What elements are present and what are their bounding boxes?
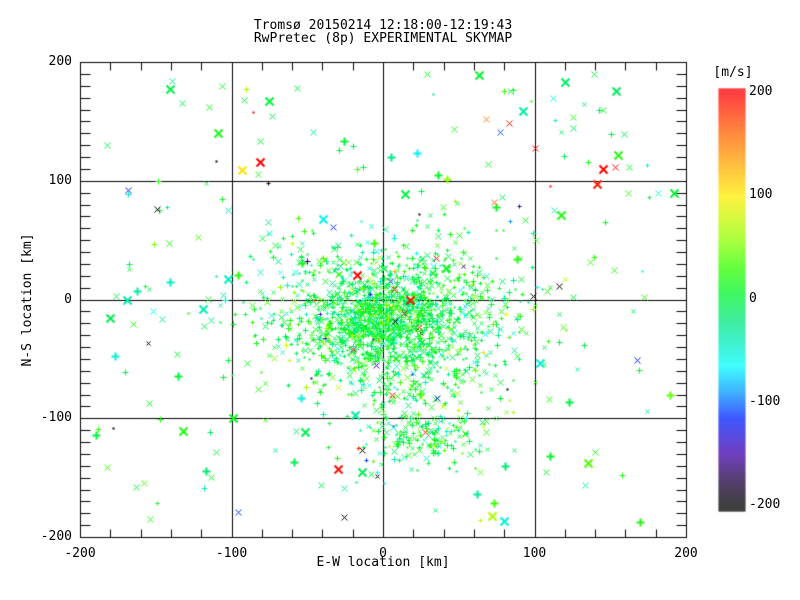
colorbar-tick-label: 0 — [749, 290, 757, 306]
plot-title-line1: Tromsø 20150214 12:18:00-12:19:43 — [253, 18, 513, 33]
x-tick-label: 100 — [522, 546, 547, 561]
y-tick-label: 0 — [64, 291, 72, 307]
colorbar-tick-label: 200 — [749, 84, 773, 99]
x-tick-label: 200 — [674, 546, 698, 561]
x-tick-label: -200 — [64, 546, 96, 561]
colorbar-tick-label: -200 — [749, 497, 781, 512]
x-axis-label: E-W location [km] — [316, 555, 450, 570]
y-tick-label: 100 — [48, 172, 72, 188]
y-tick-label: 200 — [48, 54, 72, 69]
y-tick-label: -200 — [40, 529, 72, 544]
plot-title-line2: RwPretec (8p) EXPERIMENTAL SKYMAP — [253, 31, 513, 46]
x-tick-label: 0 — [379, 546, 387, 561]
colorbar-title: [m/s] — [713, 65, 753, 80]
y-tick-label: -100 — [40, 410, 72, 426]
colorbar-tick-label: -100 — [749, 393, 781, 409]
colorbar-tick-label: 100 — [749, 187, 773, 203]
x-tick-label: -100 — [215, 546, 248, 561]
